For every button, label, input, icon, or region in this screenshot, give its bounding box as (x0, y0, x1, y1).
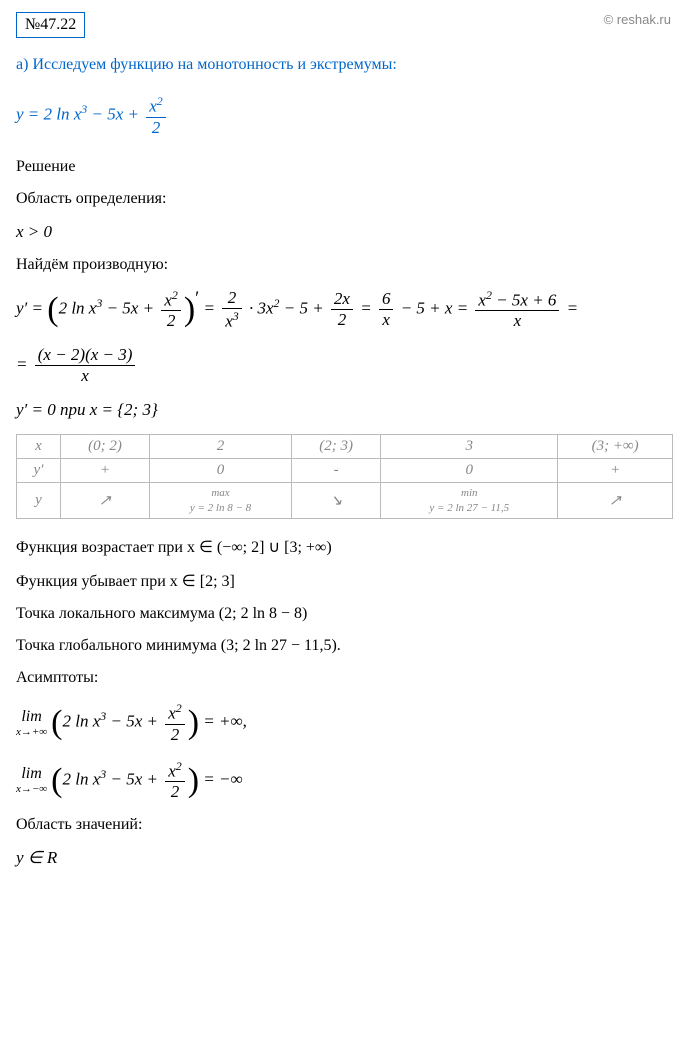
d-part1: y′ = (16, 298, 47, 317)
d-f3den: x (379, 310, 394, 330)
d-mid: − 5x + (102, 298, 158, 317)
d-f5den: x (35, 366, 136, 386)
text-globalmin: Точка глобального минимума (3; 2 ln 27 −… (16, 637, 673, 655)
d-fnum: x (164, 290, 172, 309)
d-line2-eq: = (16, 355, 32, 374)
heading-asymptotes: Асимптоты: (16, 669, 673, 687)
td-y2-note: y = 2 ln 8 − 8 (190, 502, 251, 514)
lim1-fnum: x (168, 704, 176, 723)
lim1-sub: x→+∞ (16, 726, 47, 738)
table-row: x (0; 2) 2 (2; 3) 3 (3; +∞) (17, 435, 673, 459)
section-a-prefix: а) (16, 56, 32, 73)
d-fnum-exp: 2 (172, 288, 178, 302)
d-f4num-a: x (478, 290, 486, 309)
td-yp: y′ (17, 459, 61, 483)
th-3: 3 (381, 435, 558, 459)
lim2-fden: 2 (165, 782, 185, 802)
d-f2num: 2x (331, 289, 353, 310)
d-f2den: 2 (331, 310, 353, 330)
d-f4den: x (475, 311, 559, 331)
heading-derivative: Найдём производную: (16, 256, 673, 274)
td-yp1: + (60, 459, 149, 483)
td-y4-note: y = 2 ln 27 − 11,5 (429, 502, 509, 514)
d-tail: − 5 + x = (396, 298, 472, 317)
th-int3: (3; +∞) (558, 435, 673, 459)
formula-lhs: y = 2 ln x (16, 105, 81, 124)
limit1: limx→+∞(2 ln x3 − 5x + x22) = +∞, (16, 701, 673, 745)
copyright-text: © reshak.ru (604, 12, 671, 27)
deriv-zero: y′ = 0 при x = {2; 3} (16, 400, 673, 420)
td-y3: ↘ (291, 483, 380, 519)
table-row: y′ + 0 - 0 + (17, 459, 673, 483)
td-yp2: 0 (150, 459, 292, 483)
lim1-result: = +∞, (199, 712, 247, 731)
d-inner: 2 ln x (59, 298, 97, 317)
th-int2: (2; 3) (291, 435, 380, 459)
lim2-sub: x→−∞ (16, 783, 47, 795)
lim2-result: = −∞ (199, 769, 243, 788)
lim2-b: − 5x + (106, 769, 162, 788)
d-fden: 2 (161, 311, 181, 331)
domain-expr: x > 0 (16, 222, 673, 242)
td-y4-label: min (461, 487, 478, 499)
d-dot: · 3x (245, 298, 274, 317)
d-eq2: = (356, 298, 376, 317)
td-y: y (17, 483, 61, 519)
heading-solution: Решение (16, 158, 673, 176)
lim1-fden: 2 (165, 725, 185, 745)
formula-mid: − 5x + (87, 105, 143, 124)
d-f4num-b: − 5x + 6 (492, 290, 557, 309)
td-yp5: + (558, 459, 673, 483)
derivative-line2: = (x − 2)(x − 3)x (16, 345, 673, 386)
td-y4: min y = 2 ln 27 − 11,5 (381, 483, 558, 519)
d-eq1: = (199, 298, 219, 317)
derivative-line1: y′ = (2 ln x3 − 5x + x22)′ = 2x3 · 3x2 −… (16, 288, 673, 332)
td-y1: ↗ (60, 483, 149, 519)
d-f1num: 2 (222, 288, 242, 309)
lim1-lim: lim (16, 708, 47, 726)
section-a-text: Исследуем функцию на монотонность и экст… (32, 56, 396, 73)
problem-number: №47.22 (16, 12, 85, 38)
d-f1den-x: x (225, 311, 233, 330)
sign-table: x (0; 2) 2 (2; 3) 3 (3; +∞) y′ + 0 - 0 +… (16, 434, 673, 519)
th-2: 2 (150, 435, 292, 459)
lim2-a: 2 ln x (62, 769, 100, 788)
text-localmax: Точка локального максимума (2; 2 ln 8 − … (16, 605, 673, 623)
range-expr: y ∈ R (16, 848, 673, 868)
th-x: x (17, 435, 61, 459)
formula-frac-den: 2 (146, 118, 166, 138)
formula-frac-num: x (149, 97, 157, 116)
d-f5num: (x − 2)(x − 3) (35, 345, 136, 366)
d-minus5: − 5 + (279, 298, 327, 317)
table-row: y ↗ max y = 2 ln 8 − 8 ↘ min y = 2 ln 27 −… (17, 483, 673, 519)
formula-frac-num-exp: 2 (157, 94, 163, 108)
td-y2-label: max (211, 487, 229, 499)
th-int1: (0; 2) (60, 435, 149, 459)
main-formula: y = 2 ln x3 − 5x + x22 (16, 94, 673, 138)
lim2-fnum-exp: 2 (176, 759, 182, 773)
text-increase: Функция возрастает при x ∈ (−∞; 2] ∪ [3;… (16, 537, 673, 557)
d-f3num: 6 (379, 289, 394, 310)
td-yp4: 0 (381, 459, 558, 483)
section-a: а) Исследуем функцию на монотонность и э… (16, 56, 673, 74)
heading-domain: Область определения: (16, 190, 673, 208)
td-y2: max y = 2 ln 8 − 8 (150, 483, 292, 519)
text-decrease: Функция убывает при x ∈ [2; 3] (16, 571, 673, 591)
lim1-fnum-exp: 2 (176, 701, 182, 715)
d-f1den-exp: 3 (233, 309, 239, 323)
d-eq3: = (562, 298, 578, 317)
lim1-a: 2 ln x (62, 712, 100, 731)
lim1-b: − 5x + (106, 712, 162, 731)
lim2-fnum: x (168, 761, 176, 780)
td-yp3: - (291, 459, 380, 483)
lim2-lim: lim (16, 765, 47, 783)
heading-range: Область значений: (16, 816, 673, 834)
td-y5: ↗ (558, 483, 673, 519)
limit2: limx→−∞(2 ln x3 − 5x + x22) = −∞ (16, 759, 673, 803)
